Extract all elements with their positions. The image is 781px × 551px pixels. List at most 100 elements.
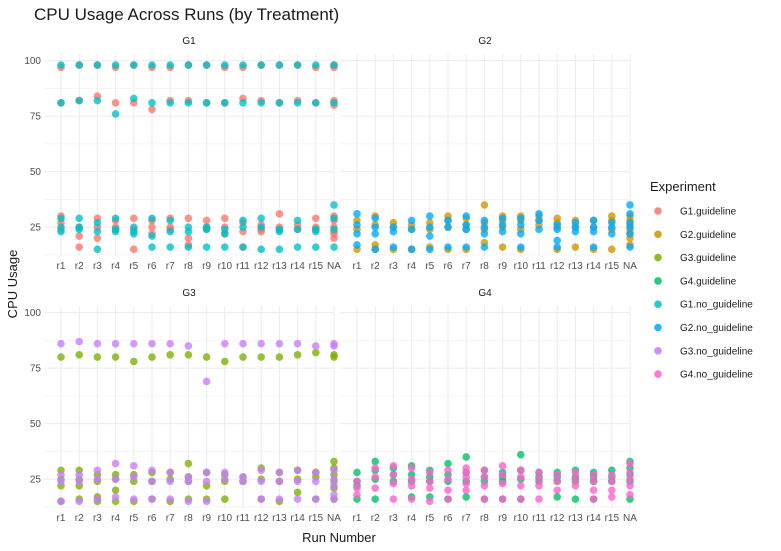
legend-label: G3.guideline [680, 253, 737, 264]
data-point [426, 484, 434, 492]
data-point [75, 232, 83, 240]
data-point [462, 486, 471, 495]
data-point [498, 495, 507, 503]
facet-strip-label: G2 [478, 36, 492, 47]
data-point [57, 477, 65, 486]
data-point [407, 464, 416, 472]
x-tick-label: r4 [407, 513, 416, 524]
data-point [312, 495, 320, 503]
data-point [330, 214, 338, 223]
data-point [535, 495, 543, 503]
facet-strip-label: G3 [182, 288, 196, 299]
data-point [407, 225, 416, 234]
data-point [293, 488, 302, 497]
data-point [221, 230, 229, 238]
data-point [202, 497, 211, 506]
data-point [330, 475, 338, 483]
x-tick-label: r9 [202, 261, 211, 272]
y-tick-label: 25 [30, 223, 42, 234]
legend-key [654, 277, 662, 285]
data-point [498, 470, 507, 479]
data-point [480, 223, 489, 231]
data-point [498, 227, 507, 236]
facet-strip-label: G1 [182, 36, 196, 47]
data-point [75, 61, 83, 69]
data-point [626, 482, 634, 490]
data-point [130, 214, 138, 223]
data-point [57, 227, 65, 236]
y-axis-title: CPU Usage [5, 250, 20, 319]
data-point [371, 230, 380, 238]
x-tick-label: r2 [371, 261, 380, 272]
data-point [111, 493, 120, 501]
data-point [553, 225, 561, 234]
x-tick-label: r8 [184, 261, 193, 272]
legend-key [654, 347, 662, 355]
data-point [626, 490, 634, 499]
data-point [93, 475, 102, 483]
data-point [371, 464, 380, 472]
data-point [426, 468, 434, 477]
data-point [239, 223, 247, 231]
x-tick-label: r12 [550, 513, 565, 524]
x-tick-label: r13 [568, 261, 583, 272]
data-point [517, 214, 525, 223]
data-point [257, 477, 266, 486]
data-point [353, 230, 361, 238]
x-tick-label: r3 [389, 261, 398, 272]
data-point [480, 243, 489, 251]
data-point [589, 243, 598, 251]
data-point [353, 484, 361, 492]
x-tick-label: NA [623, 513, 637, 524]
x-tick-label: r3 [93, 513, 102, 524]
x-tick-label: r14 [586, 261, 601, 272]
data-point [498, 221, 507, 229]
data-point [389, 243, 398, 251]
data-point [293, 351, 302, 359]
data-point [330, 201, 338, 209]
data-point [57, 214, 65, 223]
legend-entry: G2.no_guideline [654, 323, 753, 334]
data-point [312, 214, 320, 223]
data-point [517, 495, 525, 503]
data-point [93, 353, 102, 361]
data-point [371, 495, 380, 503]
data-point [371, 473, 380, 481]
x-tick-label: r12 [254, 513, 269, 524]
data-point [202, 353, 211, 361]
legend-entry: G1.guideline [654, 207, 737, 218]
x-tick-label: r3 [93, 261, 102, 272]
data-point [480, 230, 489, 238]
x-tick-label: r14 [290, 513, 305, 524]
y-tick-label: 100 [24, 308, 41, 319]
data-point [148, 353, 156, 361]
series-G3-no-guideline [57, 337, 338, 506]
data-point [571, 475, 580, 483]
data-point [148, 214, 156, 223]
x-tick-label: r9 [498, 513, 507, 524]
data-point [589, 470, 598, 479]
data-point [371, 245, 380, 254]
x-tick-label: r6 [444, 513, 453, 524]
data-point [517, 450, 525, 459]
data-point [462, 212, 471, 220]
data-point [293, 216, 302, 225]
data-point [498, 214, 507, 223]
data-point [166, 61, 174, 69]
x-tick-label: r5 [129, 513, 138, 524]
legend-entry: G3.no_guideline [654, 346, 753, 357]
data-point [166, 227, 174, 236]
data-point [312, 477, 320, 486]
data-point [535, 216, 543, 225]
data-point [148, 495, 156, 503]
data-point [553, 493, 561, 501]
data-point [57, 470, 65, 479]
data-point [571, 243, 580, 251]
data-point [239, 477, 247, 486]
data-point [293, 225, 302, 234]
data-point [111, 227, 120, 236]
x-tick-label: NA [623, 261, 637, 272]
data-point [407, 482, 416, 490]
data-point [571, 482, 580, 490]
data-point [498, 243, 507, 251]
